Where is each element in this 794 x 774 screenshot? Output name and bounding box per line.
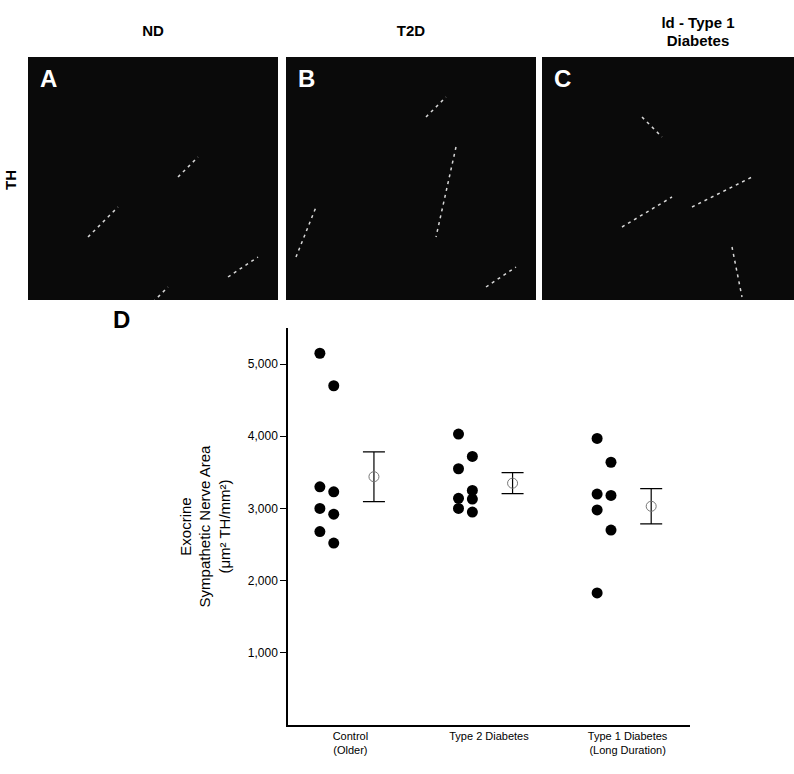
svg-text:ExocrineSympathetic Nerve Area: ExocrineSympathetic Nerve Area(μm² TH/mm…: [177, 445, 233, 607]
svg-text:3,000: 3,000: [248, 502, 278, 516]
svg-text:B: B: [298, 65, 315, 92]
svg-text:Type 1 Diabetes(Long Duration): Type 1 Diabetes(Long Duration): [588, 730, 668, 756]
svg-text:ND: ND: [142, 22, 164, 39]
svg-text:TH: TH: [2, 170, 19, 190]
svg-text:Control(Older): Control(Older): [333, 730, 368, 756]
svg-text:2,000: 2,000: [248, 574, 278, 588]
svg-text:5,000: 5,000: [248, 357, 278, 371]
svg-text:ld - Type 1Diabetes: ld - Type 1Diabetes: [661, 14, 734, 49]
svg-text:D: D: [113, 306, 130, 333]
svg-text:4,000: 4,000: [248, 429, 278, 443]
svg-text:T2D: T2D: [397, 22, 426, 39]
svg-text:Type 2 Diabetes: Type 2 Diabetes: [449, 730, 529, 742]
svg-text:C: C: [554, 65, 571, 92]
svg-text:A: A: [40, 65, 57, 92]
svg-text:1,000: 1,000: [248, 646, 278, 660]
